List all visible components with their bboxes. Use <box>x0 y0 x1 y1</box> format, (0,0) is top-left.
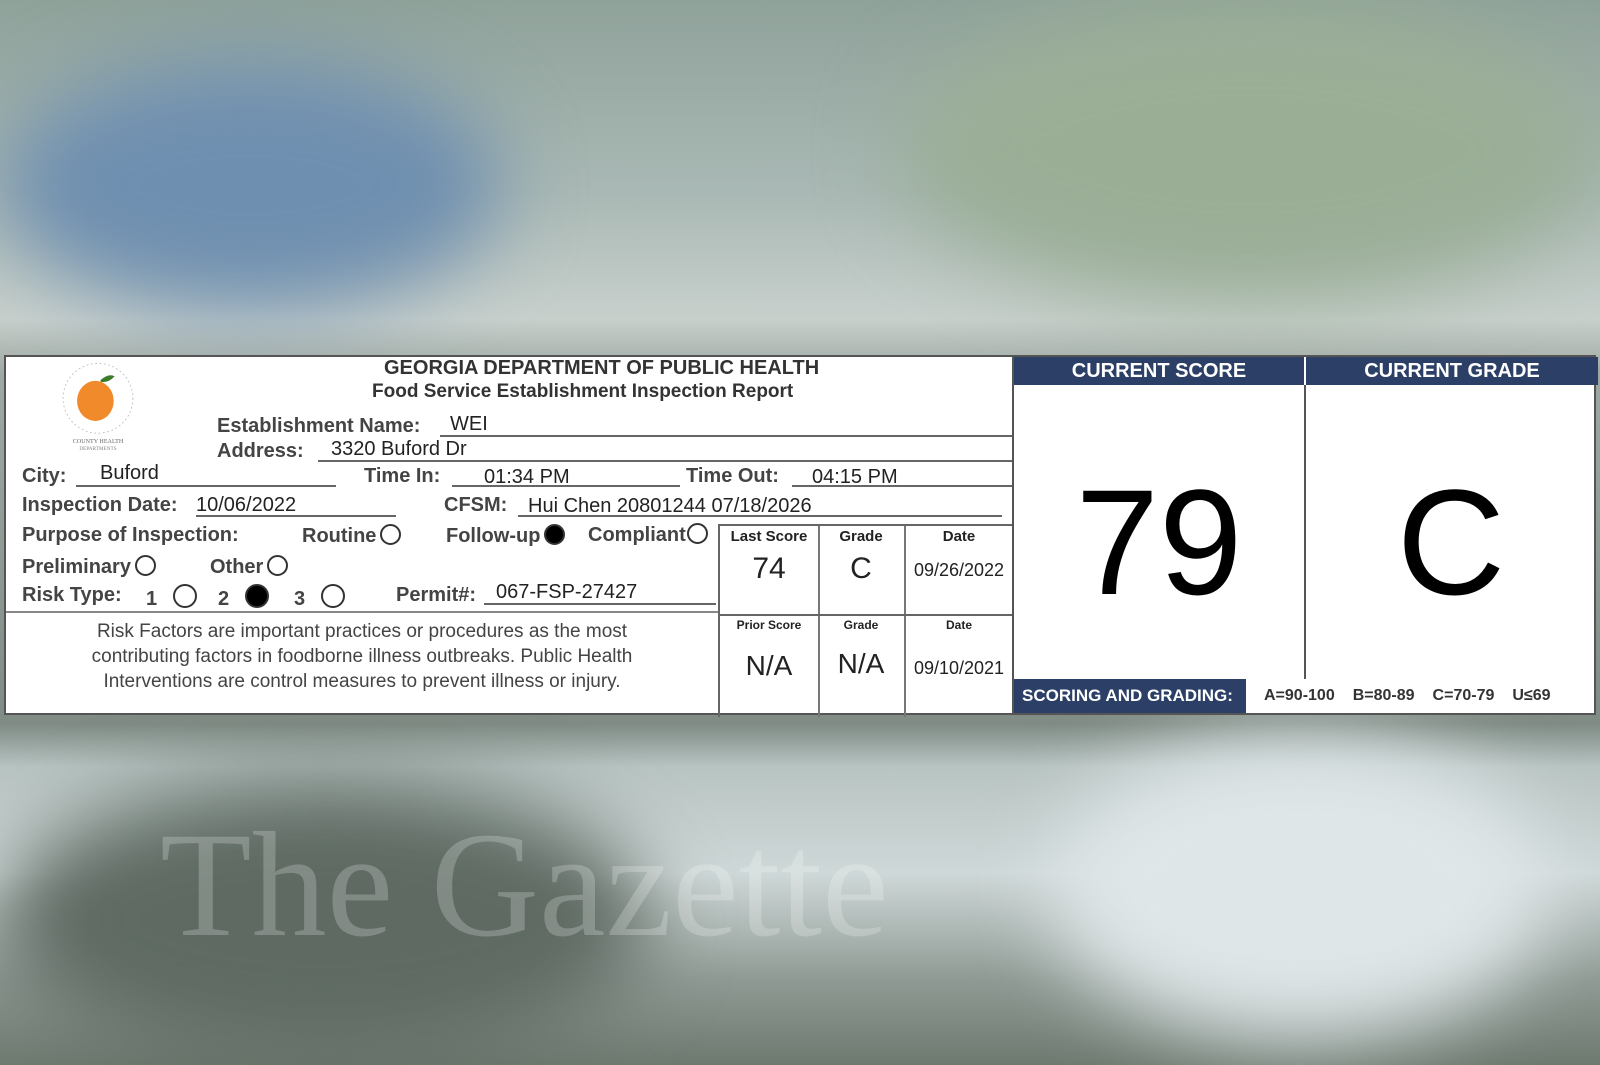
note-line: Risk Factors are important practices or … <box>96 621 628 642</box>
other-label: Other <box>210 556 264 578</box>
time-in-value: 01:34 PM <box>484 466 570 488</box>
risk-3[interactable]: 3 <box>294 584 345 611</box>
address-value: 3320 Buford Dr <box>331 438 467 460</box>
background-blur <box>0 60 500 310</box>
establishment-label: Establishment Name: <box>217 415 421 437</box>
last-date-label: Date <box>942 528 976 545</box>
purpose-routine[interactable]: Routine <box>302 524 402 548</box>
establishment-value: WEI <box>450 413 488 435</box>
risk-2[interactable]: 2 <box>218 584 269 611</box>
prior-score-label: Prior Score <box>736 618 802 632</box>
followup-radio-selected[interactable] <box>544 524 566 545</box>
city-label: City: <box>22 465 67 487</box>
risk-1-label: 1 <box>146 588 158 610</box>
cfsm-label: CFSM: <box>444 494 508 516</box>
preliminary-label: Preliminary <box>22 556 131 578</box>
background-blur <box>900 0 1600 300</box>
permit-label: Permit#: <box>396 584 477 606</box>
current-score-value: 79 <box>1075 458 1243 626</box>
report-details: COUNTY HEALTH DEPARTMENTS GEORGIA DEPART… <box>6 357 1014 717</box>
prior-date-value: 09/10/2021 <box>913 658 1005 678</box>
purpose-compliant[interactable]: Compliant <box>588 523 708 547</box>
current-grade-header: CURRENT GRADE <box>1304 357 1598 385</box>
cfsm-value: Hui Chen 20801244 07/18/2026 <box>528 495 812 517</box>
prior-grade-value: N/A <box>837 648 885 679</box>
note-line: contributing factors in foodborne illnes… <box>91 646 633 667</box>
prior-score-value: N/A <box>745 650 793 681</box>
last-date-value: 09/26/2022 <box>913 560 1005 580</box>
prior-grade-label: Grade <box>843 618 879 632</box>
grade-b-range: B=80-89 <box>1352 687 1415 704</box>
last-grade-value: C <box>850 552 872 585</box>
county-health-logo: COUNTY HEALTH DEPARTMENTS <box>62 362 134 452</box>
report-title: GEORGIA DEPARTMENT OF PUBLIC HEALTH <box>384 357 820 379</box>
time-out-value: 04:15 PM <box>812 466 898 488</box>
risk-2-radio-selected[interactable] <box>244 584 269 608</box>
purpose-followup[interactable]: Follow-up <box>446 524 566 548</box>
city-value: Buford <box>100 462 159 484</box>
risk-3-radio[interactable] <box>320 584 345 608</box>
risk-3-label: 3 <box>294 588 306 610</box>
inspection-date-value: 10/06/2022 <box>196 494 297 516</box>
routine-label: Routine <box>302 525 377 547</box>
time-out-label: Time Out: <box>686 465 779 487</box>
grade-c-range: C=70-79 <box>1432 687 1495 704</box>
time-in-label: Time In: <box>364 465 441 487</box>
risk-1-radio[interactable] <box>172 584 197 608</box>
risk-type-label: Risk Type: <box>22 584 122 606</box>
grade-a-range: A=90-100 <box>1264 687 1335 704</box>
purpose-label: Purpose of Inspection: <box>22 524 239 546</box>
background-blur <box>0 780 650 1060</box>
last-score-value: 74 <box>752 552 786 585</box>
permit-value: 067-FSP-27427 <box>496 581 638 603</box>
background-blur <box>1050 740 1550 1040</box>
svg-text:COUNTY HEALTH: COUNTY HEALTH <box>73 439 124 445</box>
note-line: Interventions are control measures to pr… <box>103 671 621 692</box>
address-label: Address: <box>217 440 304 462</box>
risk-1[interactable]: 1 <box>146 584 197 611</box>
grade-u-range: U≤69 <box>1512 687 1551 704</box>
inspection-report: COUNTY HEALTH DEPARTMENTS GEORGIA DEPART… <box>4 355 1598 717</box>
preliminary-radio[interactable] <box>134 555 156 576</box>
prior-date-label: Date <box>945 618 972 632</box>
risk-2-label: 2 <box>218 588 230 610</box>
inspection-date-label: Inspection Date: <box>22 494 178 516</box>
svg-text:DEPARTMENTS: DEPARTMENTS <box>79 446 116 452</box>
current-grade-value: C <box>1396 458 1506 626</box>
report-subtitle: Food Service Establishment Inspection Re… <box>372 381 794 402</box>
compliant-label: Compliant <box>588 524 686 546</box>
compliant-radio[interactable] <box>686 523 708 544</box>
current-score-header: CURRENT SCORE <box>1014 357 1304 385</box>
followup-label: Follow-up <box>446 525 541 547</box>
last-grade-label: Grade <box>839 528 883 545</box>
last-score-label: Last Score <box>730 528 808 545</box>
score-history-table: Last Score Grade Date 74 C 09/26/2022 Pr… <box>718 524 1014 717</box>
current-score-panel: CURRENT SCORE CURRENT GRADE 79 C SCORING… <box>1012 357 1598 713</box>
scoring-grading-label: SCORING AND GRADING: <box>1014 679 1246 713</box>
purpose-other[interactable]: Other <box>210 555 289 579</box>
grading-scale: A=90-100 B=80-89 C=70-79 U≤69 <box>1264 679 1569 713</box>
other-radio[interactable] <box>267 555 289 576</box>
purpose-preliminary[interactable]: Preliminary <box>22 555 156 579</box>
risk-factors-note: Risk Factors are important practices or … <box>6 619 718 694</box>
routine-radio[interactable] <box>380 524 402 545</box>
